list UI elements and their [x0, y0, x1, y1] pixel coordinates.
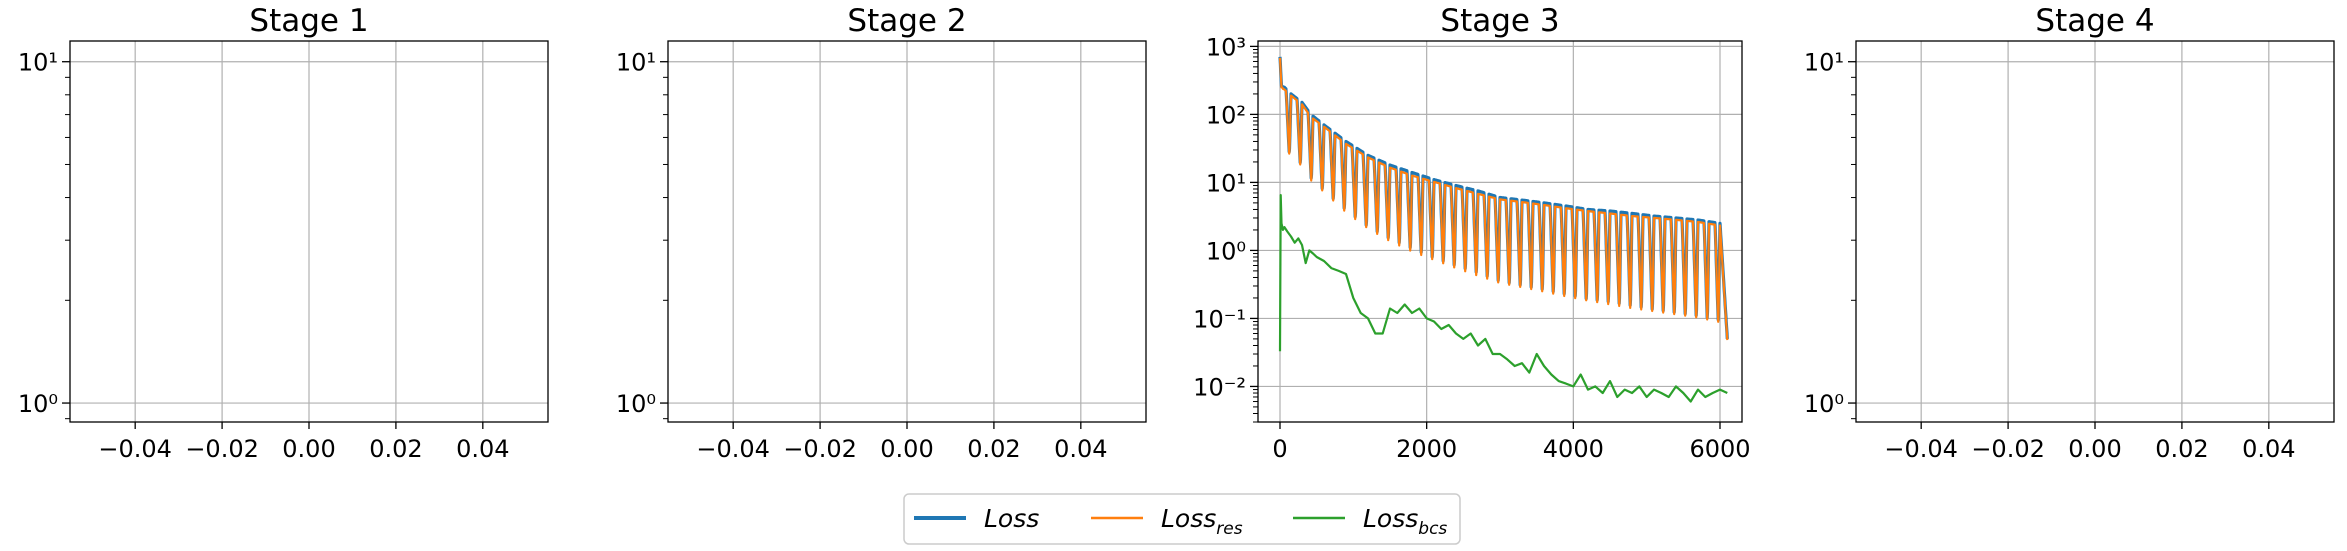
x-tick-label: 2000 [1396, 435, 1457, 463]
subplot-title: Stage 3 [1440, 3, 1559, 39]
y-tick-label: 10⁰ [1804, 390, 1844, 418]
subplot-title: Stage 4 [2035, 3, 2154, 39]
y-tick-label: 10² [1206, 101, 1246, 129]
subplot-title: Stage 1 [249, 3, 368, 39]
y-tick-label: 10⁻¹ [1193, 305, 1246, 333]
x-tick-label: 4000 [1543, 435, 1604, 463]
series-line-loss-bcs [1278, 194, 1728, 403]
y-tick-label: 10¹ [616, 49, 656, 77]
x-tick-label: −0.02 [185, 435, 259, 463]
x-tick-label: 0.04 [2242, 435, 2295, 463]
x-tick-label: 0.02 [369, 435, 422, 463]
subplot-title: Stage 2 [847, 3, 966, 39]
axes-frame [1257, 40, 1743, 423]
x-tick-label: 0.00 [2068, 435, 2121, 463]
series-line-loss-res [1278, 57, 1729, 341]
legend-box [903, 493, 1461, 545]
y-tick-label: 10⁻² [1193, 373, 1246, 401]
x-tick-label: 0.00 [880, 435, 933, 463]
subplot-stage-1: −0.04 −0.02 0.00 0.02 0.04 10⁰ 10¹ Stage 1 [18, 3, 549, 463]
x-tick-label: −0.04 [696, 435, 770, 463]
y-tick-label: 10¹ [1804, 49, 1844, 77]
y-tick-label: 10⁰ [616, 390, 656, 418]
subplot-stage-4: −0.04 −0.02 0.00 0.02 0.04 10⁰ 10¹ Stage 4 [1804, 3, 2335, 463]
legend: Loss Lossres Lossbcs [903, 493, 1461, 545]
legend-label-subscript: res [1216, 519, 1242, 539]
x-tick-label: 0 [1272, 435, 1287, 463]
y-tick-label: 10³ [1206, 33, 1246, 61]
x-tick-label: 6000 [1689, 435, 1750, 463]
x-tick-label: −0.04 [98, 435, 172, 463]
legend-label: Loss [984, 504, 1039, 533]
x-tick-label: −0.02 [783, 435, 857, 463]
y-tick-label: 10⁰ [18, 390, 58, 418]
x-tick-label: 0.04 [456, 435, 509, 463]
subplot-stage-2: −0.04 −0.02 0.00 0.02 0.04 10⁰ 10¹ Stage 2 [616, 3, 1147, 463]
x-tick-label: 0.02 [2155, 435, 2208, 463]
y-tick-label: 10¹ [18, 49, 58, 77]
subplot-stage-3: 0 2000 4000 6000 10⁻² 10⁻¹ 10⁰ 10¹ 10² 10³ Stage 3 [1193, 3, 1750, 463]
y-tick-label: 10¹ [1206, 169, 1246, 197]
x-tick-label: 0.02 [967, 435, 1020, 463]
x-tick-label: 0.00 [282, 435, 335, 463]
legend-label-subscript: bcs [1418, 519, 1447, 539]
x-tick-label: −0.02 [1971, 435, 2045, 463]
x-tick-label: −0.04 [1884, 435, 1958, 463]
x-tick-label: 0.04 [1054, 435, 1107, 463]
y-tick-label: 10⁰ [1206, 237, 1246, 265]
series-line-loss [1278, 56, 1729, 339]
